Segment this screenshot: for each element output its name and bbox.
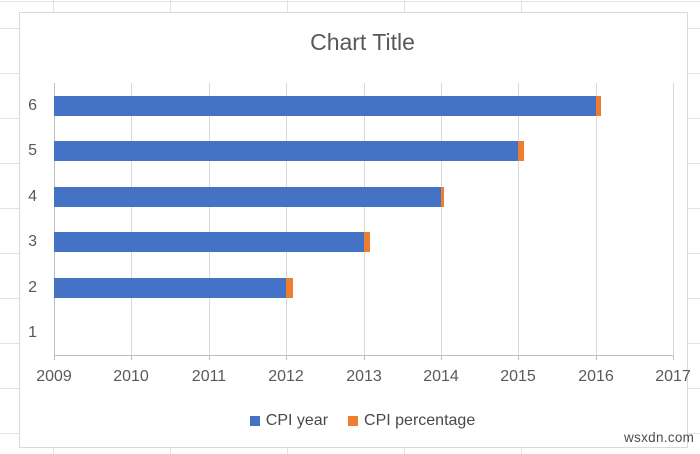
plot-gridline-2015	[518, 83, 519, 356]
x-axis-line	[54, 355, 673, 356]
x-axis-tick	[209, 356, 210, 360]
plot-gridline-2014	[441, 83, 442, 356]
legend-item-cpi-year[interactable]: CPI year	[249, 412, 329, 430]
x-axis-tick-label: 2012	[268, 368, 304, 385]
bar-cpi-percentage-cat-2[interactable]	[286, 278, 293, 298]
legend-label: CPI year	[265, 412, 329, 429]
bar-cpi-year-cat-6[interactable]	[54, 96, 596, 116]
x-axis-tick-label: 2014	[423, 368, 459, 385]
bar-cpi-year-cat-2[interactable]	[54, 278, 286, 298]
y-axis-tick-label: 2	[28, 279, 37, 296]
x-axis-tick-label: 2017	[655, 368, 691, 385]
y-axis-tick-label: 4	[28, 188, 37, 205]
x-axis-tick	[518, 356, 519, 360]
worksheet-row-divider	[0, 1, 700, 2]
x-axis-tick-label: 2016	[578, 368, 614, 385]
bar-cpi-year-cat-4[interactable]	[54, 187, 441, 207]
x-axis-tick	[673, 356, 674, 360]
y-axis-tick-label: 6	[28, 97, 37, 114]
x-axis-tick	[596, 356, 597, 360]
bar-cpi-year-cat-3[interactable]	[54, 232, 364, 252]
x-axis-tick	[364, 356, 365, 360]
plot-gridline-2010	[131, 83, 132, 356]
bar-cpi-percentage-cat-6[interactable]	[596, 96, 601, 116]
plot-gridline-2013	[364, 83, 365, 356]
x-axis-tick	[286, 356, 287, 360]
y-axis-tick-label: 5	[28, 142, 37, 159]
plot-gridline-2012	[286, 83, 287, 356]
bar-cpi-year-cat-5[interactable]	[54, 141, 518, 161]
plot-gridline-2016	[596, 83, 597, 356]
legend-item-cpi-percentage[interactable]: CPI percentage	[348, 412, 475, 430]
x-axis-tick-label: 2011	[191, 368, 227, 385]
plot-gridline-2011	[209, 83, 210, 356]
plot-gridline-2009	[54, 83, 55, 356]
x-axis-tick-label: 2010	[113, 368, 149, 385]
x-axis-tick	[441, 356, 442, 360]
y-axis-tick-label: 3	[28, 233, 37, 250]
x-axis-tick	[131, 356, 132, 360]
chart-title[interactable]: Chart Title	[310, 29, 415, 55]
y-axis-labels[interactable]: 1 2 3 4 5 6	[20, 83, 37, 356]
watermark: wsxdn.com	[624, 430, 695, 445]
legend-swatch-icon	[348, 416, 359, 426]
plot-area[interactable]	[54, 83, 674, 360]
x-axis-labels[interactable]: 2009 2010 2011 2012 2013 2014 2015 2016 2017	[36, 367, 691, 387]
plot-gridline-2017	[673, 83, 674, 356]
legend[interactable]: CPI year CPI percentage	[38, 411, 687, 431]
x-axis-tick	[54, 356, 55, 360]
bar-cpi-percentage-cat-3[interactable]	[364, 232, 370, 252]
x-axis-tick-label: 2015	[500, 368, 536, 385]
legend-label: CPI percentage	[364, 412, 476, 429]
x-axis-tick-label: 2009	[36, 368, 72, 385]
y-axis-tick-label: 1	[28, 324, 37, 341]
legend-swatch-icon	[249, 416, 260, 426]
bar-cpi-percentage-cat-5[interactable]	[518, 141, 524, 161]
x-axis-tick-label: 2013	[346, 368, 382, 385]
bar-cpi-percentage-cat-4[interactable]	[441, 187, 444, 207]
